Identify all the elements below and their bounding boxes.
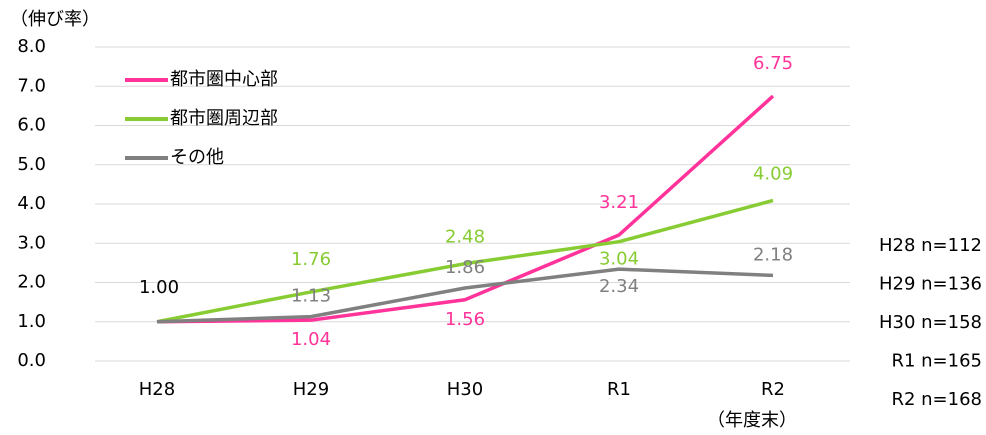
y-tick-label: 5.0: [17, 154, 46, 175]
y-tick-label: 0.0: [17, 350, 46, 371]
y-tick-label: 2.0: [17, 272, 46, 293]
line: [156, 267, 774, 324]
x-note: （年度末）: [707, 410, 797, 431]
y-tick-label: 6.0: [17, 115, 46, 136]
data-label: 1.13: [291, 286, 331, 307]
x-tick-label: H29: [293, 379, 329, 400]
legend-label: 都市圏周辺部: [170, 108, 278, 129]
data-label: 3.21: [599, 192, 639, 213]
data-label: 2.34: [599, 276, 639, 297]
data-label: 1.56: [445, 309, 485, 330]
x-tick-label: H28: [139, 379, 175, 400]
x-tick-label: R1: [607, 379, 631, 400]
x-tick-label: H30: [447, 379, 483, 400]
line: [156, 198, 774, 324]
data-label: 2.48: [445, 227, 485, 248]
y-tick-label: 1.0: [17, 311, 46, 332]
note: R2 n=168: [891, 389, 982, 410]
y-tick-label: 3.0: [17, 232, 46, 253]
data-label: 1.04: [291, 329, 331, 350]
data-label: 4.09: [753, 163, 793, 184]
data-label: 1.76: [291, 249, 331, 270]
data-label: 1.00: [139, 277, 179, 298]
note: R1 n=165: [891, 351, 982, 372]
y-axis-label: （伸び率）: [10, 9, 100, 30]
legend-label: その他: [170, 147, 224, 168]
legend-label: 都市圏中心部: [170, 69, 278, 90]
line: [156, 94, 775, 324]
data-label: 6.75: [753, 53, 793, 74]
note: H28 n=112: [879, 235, 982, 256]
note: H30 n=158: [879, 312, 982, 333]
y-tick-label: 4.0: [17, 193, 46, 214]
note: H29 n=136: [879, 274, 982, 295]
data-label: 1.86: [445, 257, 485, 278]
y-tick-label: 7.0: [17, 75, 46, 96]
data-label: 3.04: [599, 249, 639, 270]
data-label: 2.18: [753, 244, 793, 265]
y-tick-label: 8.0: [17, 36, 46, 57]
x-tick-label: R2: [761, 379, 785, 400]
